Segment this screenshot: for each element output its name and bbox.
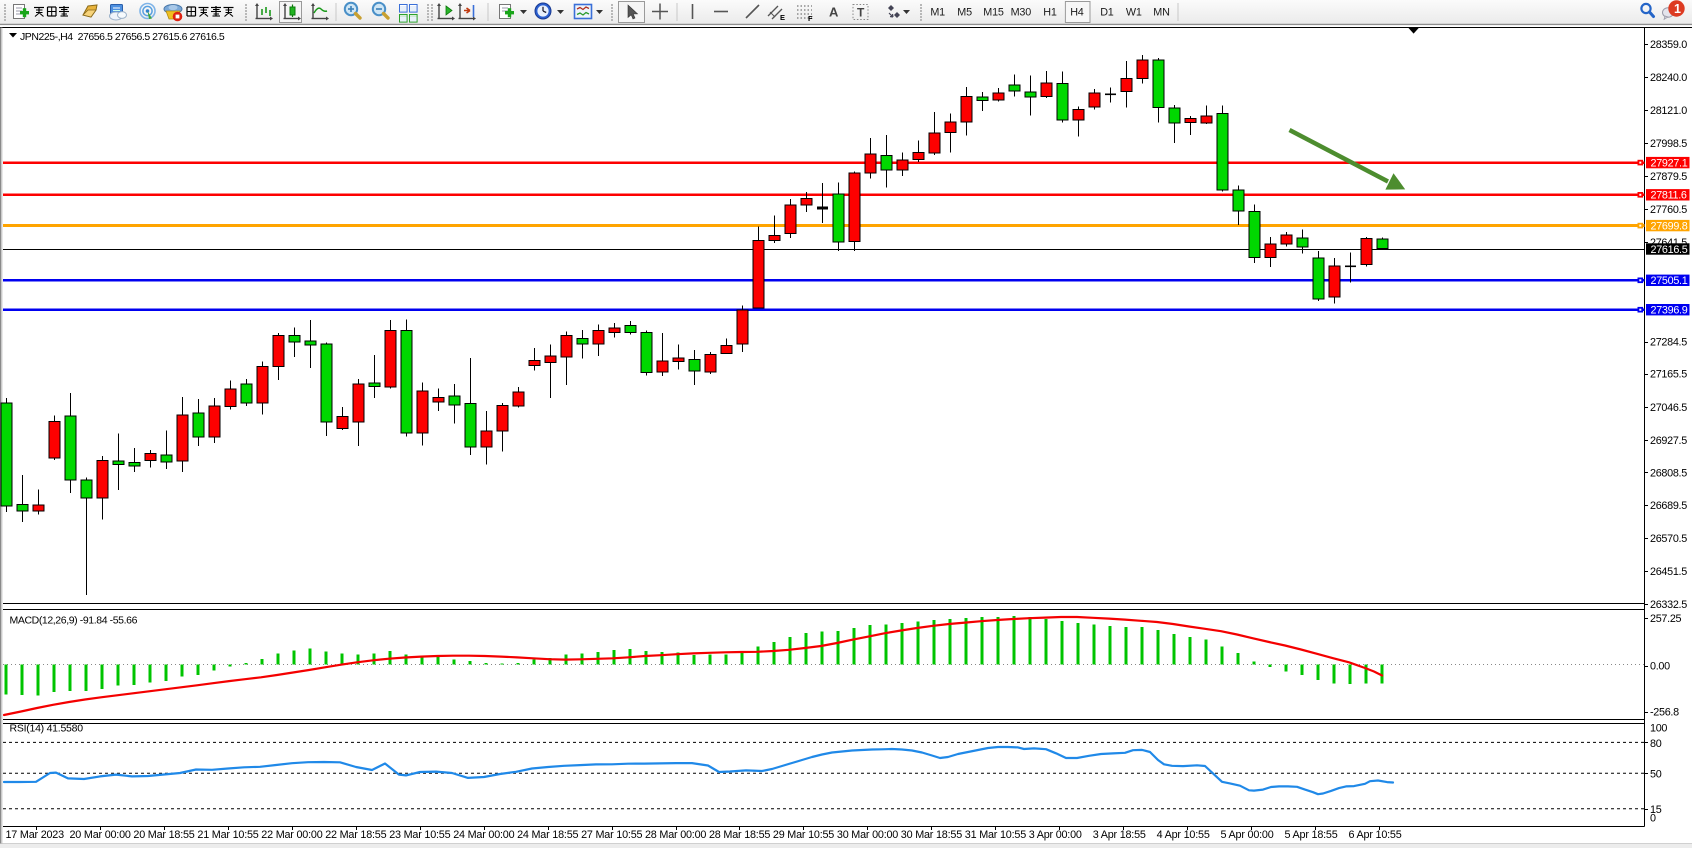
svg-text:50: 50 [1650, 769, 1662, 781]
svg-text:H4: H4 [1070, 7, 1084, 19]
svg-text:27616.5: 27616.5 [1651, 244, 1688, 256]
svg-text:3 Apr 00:00: 3 Apr 00:00 [1029, 829, 1082, 841]
svg-text:26570.5: 26570.5 [1650, 533, 1687, 545]
svg-text:28 Mar 18:55: 28 Mar 18:55 [709, 829, 770, 841]
svg-text:257.25: 257.25 [1650, 613, 1682, 625]
svg-text:H1: H1 [1043, 7, 1057, 19]
svg-text:26927.5: 26927.5 [1650, 435, 1687, 447]
svg-text:M1: M1 [930, 7, 945, 19]
svg-text:D1: D1 [1100, 7, 1114, 19]
svg-text:27396.9: 27396.9 [1651, 305, 1688, 317]
svg-text:29 Mar 10:55: 29 Mar 10:55 [773, 829, 834, 841]
svg-text:5 Apr 00:00: 5 Apr 00:00 [1221, 829, 1274, 841]
svg-text:21 Mar 10:55: 21 Mar 10:55 [197, 829, 258, 841]
svg-text:20 Mar 00:00: 20 Mar 00:00 [70, 829, 131, 841]
svg-text:100: 100 [1650, 722, 1667, 734]
svg-text:5 Apr 18:55: 5 Apr 18:55 [1285, 829, 1338, 841]
svg-text:M15: M15 [983, 7, 1004, 19]
svg-text:31 Mar 10:55: 31 Mar 10:55 [965, 829, 1026, 841]
svg-text:80: 80 [1650, 738, 1662, 750]
svg-text:30 Mar 18:55: 30 Mar 18:55 [901, 829, 962, 841]
svg-text:28121.0: 28121.0 [1650, 105, 1687, 117]
svg-text:MACD(12,26,9) -91.84 -55.66: MACD(12,26,9) -91.84 -55.66 [10, 615, 138, 627]
svg-text:27760.5: 27760.5 [1650, 204, 1687, 216]
svg-text:F: F [808, 14, 813, 23]
svg-text:27 Mar 10:55: 27 Mar 10:55 [581, 829, 642, 841]
svg-text:26689.5: 26689.5 [1650, 500, 1687, 512]
svg-text:28359.0: 28359.0 [1650, 39, 1687, 51]
svg-text:4 Apr 10:55: 4 Apr 10:55 [1157, 829, 1210, 841]
svg-text:MN: MN [1153, 7, 1169, 19]
svg-text:-256.8: -256.8 [1650, 707, 1679, 719]
svg-text:27505.1: 27505.1 [1651, 275, 1688, 287]
svg-text:T: T [857, 6, 865, 20]
svg-text:A: A [829, 5, 839, 20]
svg-text:20 Mar 18:55: 20 Mar 18:55 [133, 829, 194, 841]
svg-text:15: 15 [1650, 804, 1662, 816]
svg-text:W1: W1 [1126, 7, 1142, 19]
svg-text:M30: M30 [1011, 7, 1032, 19]
svg-text:26332.5: 26332.5 [1650, 599, 1687, 611]
svg-text:M5: M5 [957, 7, 972, 19]
svg-text:27165.5: 27165.5 [1650, 369, 1687, 381]
svg-text:27046.5: 27046.5 [1650, 402, 1687, 414]
svg-text:22 Mar 00:00: 22 Mar 00:00 [261, 829, 322, 841]
svg-text:27927.1: 27927.1 [1651, 157, 1688, 169]
svg-text:1: 1 [1674, 2, 1681, 16]
svg-text:26808.5: 26808.5 [1650, 467, 1687, 479]
svg-text:0: 0 [1650, 812, 1656, 824]
svg-text:RSI(14) 41.5580: RSI(14) 41.5580 [10, 723, 84, 735]
svg-text:E: E [780, 13, 785, 22]
svg-text:3 Apr 18:55: 3 Apr 18:55 [1093, 829, 1146, 841]
svg-text:27879.5: 27879.5 [1650, 171, 1687, 183]
svg-text:28240.0: 28240.0 [1650, 72, 1687, 84]
svg-text:28 Mar 00:00: 28 Mar 00:00 [645, 829, 706, 841]
svg-text:23 Mar 10:55: 23 Mar 10:55 [389, 829, 450, 841]
svg-text:JPN225-,H4 27656.5 27656.5 27: JPN225-,H4 27656.5 27656.5 27615.6 27616… [20, 31, 225, 43]
svg-text:27811.6: 27811.6 [1651, 190, 1687, 202]
svg-text:27998.5: 27998.5 [1650, 138, 1687, 150]
svg-text:27284.5: 27284.5 [1650, 336, 1687, 348]
svg-text:6 Apr 10:55: 6 Apr 10:55 [1349, 829, 1402, 841]
svg-text:24 Mar 00:00: 24 Mar 00:00 [453, 829, 514, 841]
svg-text:22 Mar 18:55: 22 Mar 18:55 [325, 829, 386, 841]
svg-text:27699.8: 27699.8 [1651, 220, 1688, 232]
svg-text:24 Mar 18:55: 24 Mar 18:55 [517, 829, 578, 841]
svg-text:30 Mar 00:00: 30 Mar 00:00 [837, 829, 898, 841]
svg-text:0.00: 0.00 [1650, 661, 1670, 673]
svg-text:26451.5: 26451.5 [1650, 566, 1687, 578]
svg-text:17 Mar 2023: 17 Mar 2023 [6, 829, 65, 841]
